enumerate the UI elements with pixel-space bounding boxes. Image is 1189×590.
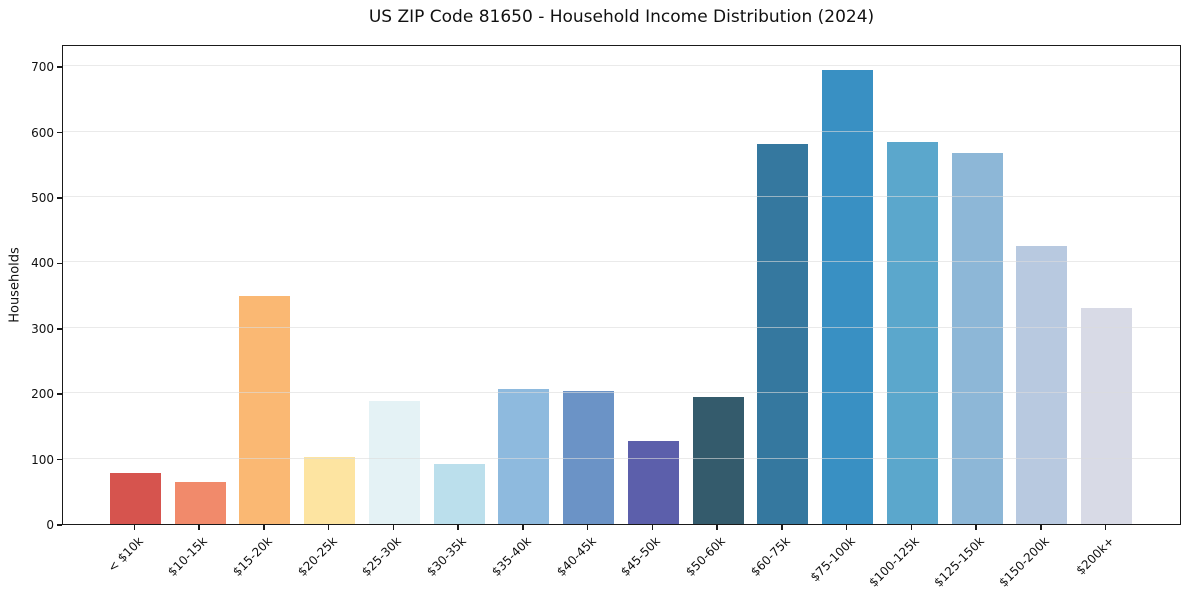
- y-tick-label-500: 500: [31, 191, 54, 206]
- y-tick-mark: [57, 393, 62, 395]
- bar-$40-45k: [563, 390, 615, 524]
- x-tick-label-< $10k: < $10k: [104, 534, 146, 575]
- y-tick-label-600: 600: [31, 125, 54, 140]
- bar-$75-100k: [822, 69, 874, 524]
- bar-$150-200k: [1016, 246, 1068, 524]
- bar-$60-75k: [757, 144, 809, 524]
- y-tick-label-200: 200: [31, 387, 54, 402]
- x-tick-mark: [457, 525, 459, 530]
- x-tick-mark: [651, 525, 654, 530]
- x-tick-mark: [845, 525, 848, 530]
- chart-title: US ZIP Code 81650 - Household Income Dis…: [368, 7, 875, 27]
- y-tick-mark: [57, 131, 62, 134]
- bar-$10-15k: [174, 481, 226, 524]
- y-tick-label-400: 400: [31, 256, 54, 271]
- y-tick-mark: [57, 197, 62, 199]
- x-tick-mark: [1104, 525, 1107, 530]
- plot-area: [62, 45, 1181, 525]
- x-tick-mark: [327, 525, 330, 530]
- x-tick-mark: [1040, 525, 1042, 530]
- bar-$35-40k: [498, 389, 550, 524]
- bar-$15-20k: [239, 295, 291, 524]
- x-tick-mark: [392, 525, 395, 530]
- x-tick-mark: [781, 525, 783, 530]
- bar-$125-150k: [951, 153, 1003, 524]
- x-tick-mark: [910, 525, 913, 530]
- y-tick-label-100: 100: [31, 452, 54, 467]
- bars-container: [63, 46, 1180, 524]
- y-tick-label-0: 0: [46, 518, 54, 532]
- bar-$50-60k: [692, 397, 744, 524]
- bar-$30-35k: [433, 463, 485, 524]
- x-tick-mark: [133, 525, 136, 530]
- y-tick-mark: [57, 66, 62, 68]
- bar-< $10k: [110, 473, 161, 524]
- x-tick-mark: [263, 525, 265, 530]
- x-tick-mark: [586, 525, 589, 530]
- x-tick-mark: [975, 525, 977, 530]
- y-tick-mark: [57, 262, 62, 265]
- x-tick-mark: [522, 525, 524, 530]
- x-tick-mark: [716, 525, 718, 530]
- y-tick-mark: [57, 524, 62, 526]
- x-tick-mark: [198, 525, 200, 530]
- bar-$25-30k: [368, 401, 420, 524]
- y-tick-label-700: 700: [31, 60, 54, 75]
- y-tick-label-300: 300: [31, 321, 54, 336]
- bar-$100-125k: [886, 142, 938, 524]
- y-tick-mark: [57, 458, 62, 461]
- y-tick-mark: [57, 328, 62, 330]
- bar-$45-50k: [627, 440, 679, 524]
- bar-$20-25k: [304, 457, 356, 524]
- bar-$200k+: [1081, 308, 1132, 524]
